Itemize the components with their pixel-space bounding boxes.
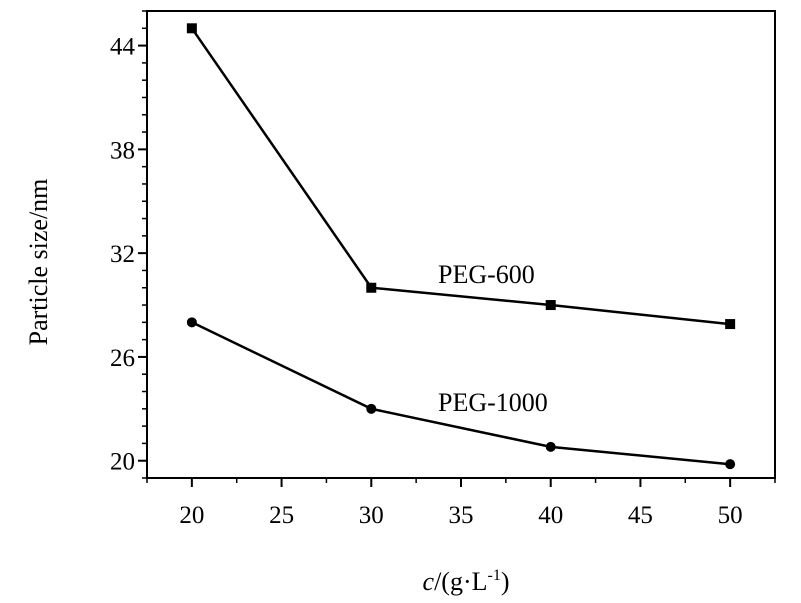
y-tick-label: 20 bbox=[110, 449, 135, 476]
x-tick-label: 40 bbox=[538, 502, 563, 529]
y-tick-label: 44 bbox=[110, 34, 136, 61]
y-tick-label: 32 bbox=[110, 241, 135, 268]
y-axis-ticks: 20 26 32 38 44 bbox=[110, 10, 147, 479]
x-axis-title-suffix: ) bbox=[501, 567, 510, 596]
x-axis-title-superscript: -1 bbox=[487, 567, 500, 584]
x-axis-title: c/(g·L-1) bbox=[423, 567, 510, 596]
x-tick-label: 30 bbox=[359, 502, 384, 529]
x-tick-label: 45 bbox=[628, 502, 653, 529]
x-axis-title-prefix: /(g·L bbox=[434, 567, 487, 596]
x-tick-label: 35 bbox=[449, 502, 474, 529]
series-label-peg-600: PEG-600 bbox=[438, 260, 535, 289]
data-point bbox=[725, 459, 736, 470]
data-point bbox=[366, 403, 377, 414]
series-label-peg-1000: PEG-1000 bbox=[438, 388, 548, 417]
data-point bbox=[186, 317, 197, 328]
y-tick-label: 26 bbox=[110, 345, 135, 372]
series-line-1 bbox=[191, 321, 731, 466]
data-point bbox=[545, 300, 556, 311]
x-tick-label: 50 bbox=[718, 502, 743, 529]
x-tick-label: 20 bbox=[179, 502, 204, 529]
series-line-0 bbox=[190, 27, 731, 326]
data-point bbox=[725, 319, 736, 330]
data-point bbox=[186, 23, 197, 34]
series-layer bbox=[186, 23, 736, 470]
x-axis-ticks: 20 25 30 35 40 45 50 bbox=[146, 478, 776, 529]
x-tick-label: 25 bbox=[269, 502, 294, 529]
data-point bbox=[545, 441, 556, 452]
y-axis-title: Particle size/nm bbox=[24, 179, 53, 346]
x-axis-title-variable: c bbox=[423, 567, 435, 596]
data-point bbox=[366, 282, 377, 293]
y-tick-label: 38 bbox=[110, 137, 135, 164]
